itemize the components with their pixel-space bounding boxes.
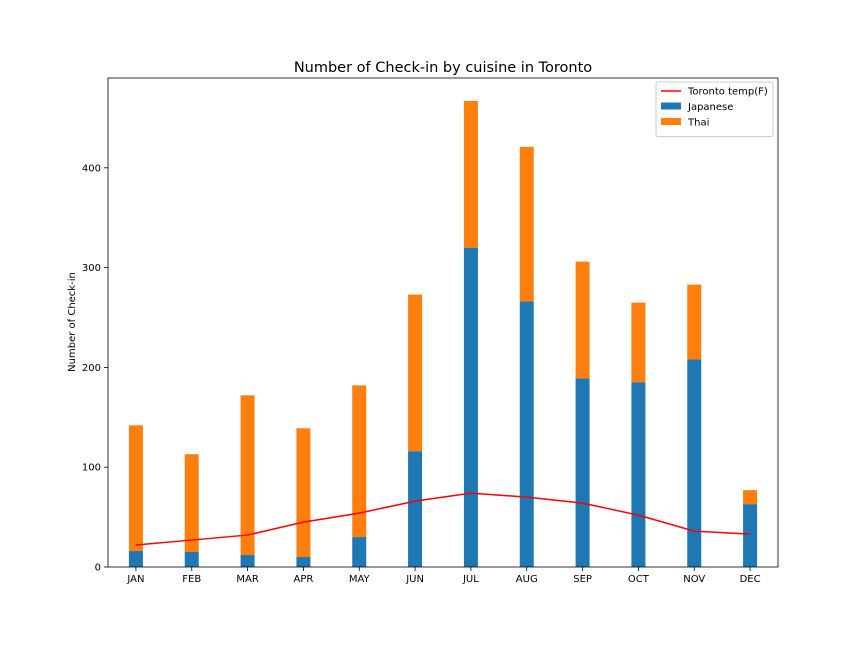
x-tick-label: NOV: [683, 574, 705, 585]
y-tick-label: 0: [95, 563, 101, 574]
legend-box: [655, 81, 774, 137]
bar-japanese-sep: [575, 378, 590, 567]
x-tick-label: MAR: [236, 574, 258, 585]
y-tick-label: 300: [82, 263, 101, 274]
bar-japanese-apr: [296, 557, 311, 567]
bar-japanese-jul: [463, 247, 478, 567]
x-tick-label: AUG: [516, 574, 538, 585]
axes-frame: [107, 77, 779, 568]
legend-swatch-japanese: [661, 102, 681, 110]
legend-label-japanese: Japanese: [687, 102, 733, 113]
plot-area: JAN FEB MAR APR MAY JUN JUL AUG SEP OCT NOV DEC 0 100…: [82, 77, 779, 585]
bar-japanese-dec: [743, 504, 758, 567]
bar-japanese-nov: [687, 359, 702, 567]
bar-japanese-feb: [184, 552, 199, 567]
bar-thai-nov: [687, 284, 702, 360]
x-tick-label: FEB: [182, 574, 201, 585]
bar-thai-mar: [240, 395, 255, 556]
bar-thai-feb: [184, 454, 199, 553]
bar-japanese-jun: [408, 451, 423, 567]
x-tick-label: DEC: [740, 574, 761, 585]
legend: Toronto temp(F) Japanese Thai: [655, 81, 774, 137]
legend-label-toronto-temp-f-: Toronto temp(F): [687, 87, 768, 98]
x-tick-label: MAY: [349, 574, 371, 585]
bar-thai-oct: [631, 302, 646, 383]
bar-thai-dec: [743, 490, 758, 505]
bar-japanese-jan: [128, 551, 143, 567]
bar-thai-jan: [128, 425, 143, 552]
legend-swatch-thai: [661, 118, 681, 125]
bar-japanese-oct: [631, 382, 646, 567]
bar-thai-sep: [575, 261, 590, 379]
bar-thai-aug: [519, 146, 534, 302]
bar-thai-may: [352, 385, 367, 538]
y-axis-label: Number of Check-in: [67, 272, 78, 372]
bar-thai-jul: [463, 100, 478, 248]
x-tick-label: SEP: [573, 574, 592, 585]
y-tick-label: 100: [82, 463, 101, 474]
x-tick-label: JAN: [126, 574, 144, 585]
y-tick-label: 400: [82, 163, 101, 174]
y-tick-label: 200: [82, 363, 101, 374]
chart-title: Number of Check-in by cuisine in Toronto: [294, 60, 592, 76]
bar-thai-apr: [296, 428, 311, 558]
legend-label-thai: Thai: [687, 118, 709, 129]
bar-japanese-mar: [240, 555, 255, 567]
x-tick-label: JUN: [405, 574, 424, 585]
bar-japanese-aug: [519, 301, 534, 567]
bar-japanese-may: [352, 537, 367, 567]
line-toronto-temp-f-: [135, 492, 751, 546]
bar-thai-jun: [408, 294, 423, 452]
x-tick-label: OCT: [628, 574, 650, 585]
x-tick-label: JUL: [462, 574, 479, 585]
x-tick-label: APR: [294, 574, 314, 585]
